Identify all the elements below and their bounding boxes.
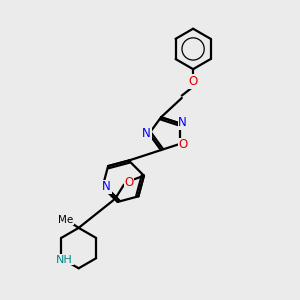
Text: O: O — [178, 139, 188, 152]
Text: O: O — [188, 75, 198, 88]
Text: N: N — [178, 116, 187, 129]
Text: NH: NH — [56, 255, 73, 265]
Text: O: O — [124, 176, 134, 189]
Text: N: N — [102, 180, 111, 193]
Text: N: N — [142, 127, 151, 140]
Text: Me: Me — [58, 214, 73, 224]
